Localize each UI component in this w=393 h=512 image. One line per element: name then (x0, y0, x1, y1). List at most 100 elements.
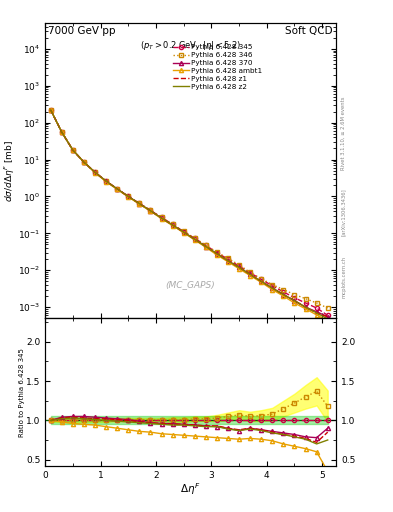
Pythia 6.428 370 (170, 222, 175, 228)
Pythia 6.428 ambt1 (292, 300, 297, 306)
Pythia 6.428 370 (48, 107, 53, 113)
Pythia 6.428 345 (314, 305, 319, 311)
Line: Pythia 6.428 z2: Pythia 6.428 z2 (51, 110, 328, 319)
Pythia 6.428 z2 (148, 208, 153, 214)
Pythia 6.428 370 (59, 129, 64, 135)
Text: (MC_GAPS): (MC_GAPS) (166, 280, 215, 289)
Pythia 6.428 370 (237, 264, 241, 270)
Pythia 6.428 346 (148, 207, 153, 214)
Pythia 6.428 ambt1 (148, 208, 153, 214)
Pythia 6.428 z2 (281, 291, 286, 297)
Pythia 6.428 346 (137, 200, 142, 206)
Pythia 6.428 z1 (204, 244, 208, 250)
Y-axis label: Ratio to Pythia 6.428 345: Ratio to Pythia 6.428 345 (18, 348, 25, 437)
Pythia 6.428 370 (193, 236, 197, 242)
Pythia 6.428 346 (215, 249, 219, 255)
Pythia 6.428 346 (193, 235, 197, 241)
Text: Soft QCD: Soft QCD (285, 26, 333, 36)
Pythia 6.428 z2 (237, 264, 241, 270)
Pythia 6.428 370 (70, 147, 75, 153)
Pythia 6.428 z2 (59, 129, 64, 135)
Pythia 6.428 346 (93, 169, 97, 176)
Pythia 6.428 370 (82, 159, 86, 165)
Pythia 6.428 z2 (303, 304, 308, 310)
Pythia 6.428 z2 (193, 236, 197, 242)
Pythia 6.428 346 (159, 215, 164, 221)
Pythia 6.428 ambt1 (137, 201, 142, 207)
Pythia 6.428 ambt1 (204, 244, 208, 250)
Pythia 6.428 z1 (126, 194, 130, 200)
Line: Pythia 6.428 z1: Pythia 6.428 z1 (51, 110, 328, 317)
Pythia 6.428 z1 (181, 229, 186, 235)
Pythia 6.428 z2 (226, 258, 230, 264)
Pythia 6.428 345 (82, 159, 86, 165)
Pythia 6.428 ambt1 (281, 293, 286, 299)
Pythia 6.428 345 (292, 295, 297, 301)
Pythia 6.428 346 (170, 221, 175, 227)
Pythia 6.428 345 (193, 236, 197, 242)
Pythia 6.428 ambt1 (70, 147, 75, 153)
Pythia 6.428 z2 (104, 178, 108, 184)
Pythia 6.428 z2 (270, 285, 275, 291)
Pythia 6.428 z2 (181, 229, 186, 235)
Pythia 6.428 z2 (259, 279, 264, 285)
Pythia 6.428 345 (170, 221, 175, 227)
Pythia 6.428 345 (303, 300, 308, 306)
Pythia 6.428 z1 (104, 178, 108, 184)
Pythia 6.428 346 (70, 147, 75, 153)
Pythia 6.428 ambt1 (159, 216, 164, 222)
Pythia 6.428 346 (126, 194, 130, 200)
Pythia 6.428 z2 (48, 107, 53, 113)
Pythia 6.428 ambt1 (237, 266, 241, 272)
Pythia 6.428 ambt1 (59, 129, 64, 135)
Pythia 6.428 z1 (82, 159, 86, 165)
Pythia 6.428 ambt1 (303, 306, 308, 312)
Pythia 6.428 ambt1 (193, 237, 197, 243)
Line: Pythia 6.428 370: Pythia 6.428 370 (49, 108, 330, 319)
Pythia 6.428 345 (281, 289, 286, 295)
X-axis label: $\Delta\eta^{F}$: $\Delta\eta^{F}$ (180, 481, 201, 497)
Pythia 6.428 346 (237, 262, 241, 268)
Pythia 6.428 345 (70, 147, 75, 153)
Pythia 6.428 z1 (270, 285, 275, 291)
Pythia 6.428 370 (303, 304, 308, 310)
Pythia 6.428 z1 (137, 201, 142, 207)
Pythia 6.428 ambt1 (104, 179, 108, 185)
Line: Pythia 6.428 ambt1: Pythia 6.428 ambt1 (49, 108, 330, 323)
Pythia 6.428 370 (259, 279, 264, 285)
Pythia 6.428 z2 (248, 271, 253, 278)
Pythia 6.428 ambt1 (314, 312, 319, 318)
Pythia 6.428 z1 (148, 208, 153, 214)
Pythia 6.428 z1 (237, 264, 241, 270)
Pythia 6.428 346 (303, 295, 308, 302)
Pythia 6.428 370 (204, 244, 208, 250)
Pythia 6.428 z2 (159, 215, 164, 221)
Pythia 6.428 z1 (292, 297, 297, 304)
Pythia 6.428 345 (137, 200, 142, 206)
Pythia 6.428 z1 (59, 129, 64, 135)
Pythia 6.428 346 (59, 129, 64, 135)
Pythia 6.428 345 (93, 169, 97, 176)
Pythia 6.428 370 (215, 251, 219, 257)
Pythia 6.428 346 (48, 107, 53, 113)
Pythia 6.428 ambt1 (170, 223, 175, 229)
Pythia 6.428 346 (248, 269, 253, 275)
Pythia 6.428 z1 (314, 310, 319, 316)
Pythia 6.428 370 (137, 201, 142, 207)
Pythia 6.428 345 (270, 283, 275, 289)
Y-axis label: $d\sigma/d\Delta\eta^{F}$ [mb]: $d\sigma/d\Delta\eta^{F}$ [mb] (2, 140, 17, 202)
Text: mcplots.cern.ch: mcplots.cern.ch (341, 255, 346, 297)
Pythia 6.428 ambt1 (259, 280, 264, 286)
Pythia 6.428 345 (259, 276, 264, 282)
Pythia 6.428 ambt1 (248, 272, 253, 279)
Text: $(p_T > 0.2\ \mathrm{GeV},\ |\eta| < 5.2)$: $(p_T > 0.2\ \mathrm{GeV},\ |\eta| < 5.2… (140, 39, 241, 52)
Pythia 6.428 z2 (314, 310, 319, 316)
Pythia 6.428 346 (270, 282, 275, 288)
Pythia 6.428 345 (204, 242, 208, 248)
Pythia 6.428 345 (237, 263, 241, 269)
Pythia 6.428 z2 (137, 201, 142, 207)
Pythia 6.428 z2 (82, 159, 86, 165)
Pythia 6.428 345 (248, 270, 253, 276)
Pythia 6.428 370 (104, 178, 108, 184)
Pythia 6.428 345 (325, 312, 330, 318)
